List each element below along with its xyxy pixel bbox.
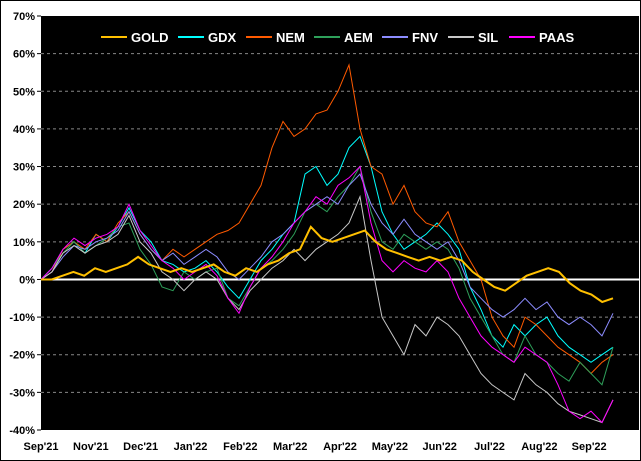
- x-tick-label: May'22: [372, 441, 408, 453]
- x-tick-label: Dec'21: [123, 441, 158, 453]
- plot-area: [41, 16, 639, 430]
- x-tick-label: Jul'22: [474, 441, 505, 453]
- legend-label-sil: SIL: [478, 30, 498, 45]
- x-tick-label: Apr'22: [323, 441, 357, 453]
- y-tick-label: -20%: [9, 350, 35, 362]
- y-tick-label: -30%: [9, 387, 35, 399]
- y-tick-label: 10%: [13, 237, 35, 249]
- x-tick-label: Sep'21: [23, 441, 58, 453]
- y-tick-label: 50%: [13, 86, 35, 98]
- x-tick-label: Mar'22: [273, 441, 307, 453]
- legend-label-fnv: FNV: [412, 30, 438, 45]
- y-tick-label: 20%: [13, 199, 35, 211]
- x-tick-label: Feb'22: [223, 441, 257, 453]
- legend-label-nem: NEM: [276, 30, 305, 45]
- legend-label-aem: AEM: [344, 30, 373, 45]
- x-tick-label: Jan'22: [174, 441, 208, 453]
- y-tick-label: -10%: [9, 312, 35, 324]
- legend-label-gold: GOLD: [131, 30, 169, 45]
- series-line-gold: [41, 225, 614, 304]
- x-tick-label: Nov'21: [73, 441, 109, 453]
- y-tick-label: 0%: [19, 274, 35, 286]
- series-line-aem: [40, 165, 614, 386]
- series-line-paas: [40, 165, 614, 424]
- y-tick-label: 40%: [13, 124, 35, 136]
- series-line-sil: [40, 194, 614, 424]
- y-tick-label: -40%: [9, 425, 35, 437]
- x-tick-label: Sep'22: [572, 441, 607, 453]
- series-line-fnv: [40, 173, 614, 337]
- y-tick-label: 70%: [13, 11, 35, 23]
- legend-label-gdx: GDX: [208, 30, 237, 45]
- y-tick-label: 30%: [13, 162, 35, 174]
- y-tick-label: 60%: [13, 49, 35, 61]
- x-tick-label: Aug'22: [521, 441, 557, 453]
- legend-label-paas: PAAS: [539, 30, 574, 45]
- x-tick-label: Jun'22: [422, 441, 456, 453]
